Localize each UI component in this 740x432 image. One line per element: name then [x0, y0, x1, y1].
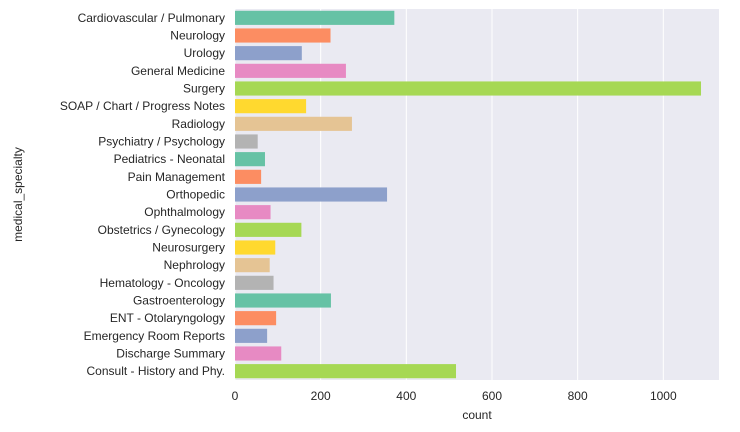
bar: [235, 293, 331, 308]
bar: [235, 311, 277, 326]
y-tick-label: Neurology: [170, 29, 225, 43]
y-tick-label: Nephrology: [164, 258, 225, 272]
y-tick-label: Pain Management: [128, 170, 226, 184]
y-tick-label: Gastroenterology: [133, 294, 225, 308]
bars: [235, 10, 702, 379]
y-tick-label: SOAP / Chart / Progress Notes: [60, 99, 225, 113]
bar: [235, 99, 307, 114]
y-tick-label: Orthopedic: [166, 188, 225, 202]
bar: [235, 134, 258, 149]
bar: [235, 187, 388, 202]
y-tick-label: Neurosurgery: [152, 241, 225, 255]
y-tick-label: Surgery: [183, 82, 225, 96]
y-tick-label: Hematology - Oncology: [100, 276, 225, 290]
y-tick-labels: Cardiovascular / Pulmonary Neurology Urolo…: [60, 11, 226, 378]
bar: [235, 169, 262, 184]
bar: [235, 258, 270, 273]
y-axis-label: medical_specialty: [11, 147, 25, 242]
bar: [235, 364, 457, 379]
bar: [235, 346, 282, 361]
y-tick-label: Consult - History and Phy.: [87, 364, 226, 378]
bar: [235, 205, 271, 220]
bar: [235, 275, 274, 290]
x-tick-label: 600: [482, 389, 502, 403]
y-tick-label: Urology: [184, 46, 225, 60]
x-tick-labels: 0 200 400 600 800 1000: [232, 389, 677, 403]
x-tick-label: 400: [396, 389, 416, 403]
y-tick-label: General Medicine: [131, 64, 225, 78]
bar: [235, 63, 346, 78]
y-tick-label: Obstetrics / Gynecology: [98, 223, 225, 237]
y-tick-label: Emergency Room Reports: [84, 329, 225, 343]
y-tick-label: Radiology: [172, 117, 225, 131]
bar: [235, 28, 331, 43]
bar: [235, 10, 395, 25]
y-tick-label: ENT - Otolaryngology: [110, 311, 225, 325]
x-tick-label: 800: [568, 389, 588, 403]
y-tick-label: Pediatrics - Neonatal: [114, 152, 225, 166]
bar: [235, 116, 352, 131]
bar: [235, 152, 265, 167]
x-axis-label: count: [462, 408, 492, 422]
bar: [235, 222, 302, 237]
bar: [235, 240, 276, 255]
x-tick-label: 0: [232, 389, 239, 403]
y-tick-label: Cardiovascular / Pulmonary: [78, 11, 225, 25]
bar: [235, 328, 268, 343]
y-tick-label: Discharge Summary: [116, 347, 225, 361]
x-tick-label: 200: [311, 389, 331, 403]
y-tick-label: Ophthalmology: [144, 205, 225, 219]
x-tick-label: 1000: [650, 389, 677, 403]
y-tick-label: Psychiatry / Psychology: [98, 135, 225, 149]
bar: [235, 81, 702, 96]
bar: [235, 46, 302, 61]
